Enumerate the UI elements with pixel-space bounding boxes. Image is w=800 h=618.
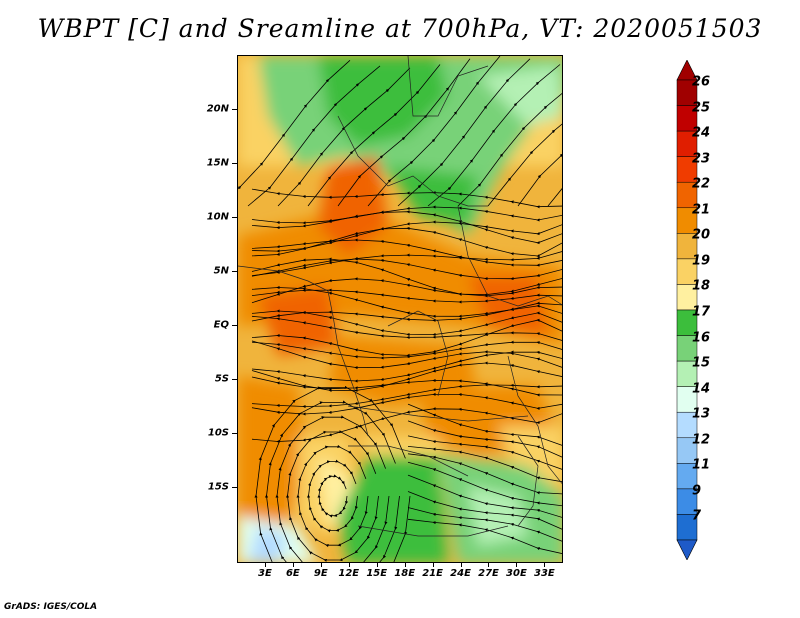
lat-label: 10N — [206, 211, 229, 223]
lon-label: 6E — [285, 568, 300, 579]
lon-tick — [544, 563, 546, 567]
colorbar-label: 23 — [692, 151, 711, 167]
colorbar-label: 7 — [692, 508, 702, 524]
country-borders — [238, 56, 562, 537]
lon-tick — [460, 563, 462, 567]
lon-tick — [292, 563, 294, 567]
lon-label: 30E — [506, 568, 527, 579]
lon-tick — [404, 563, 406, 567]
colorbar-label: 22 — [692, 176, 711, 192]
lat-label: 5N — [213, 265, 229, 277]
map-title: WBPT [C] and Sreamline at 700hPa, VT: 20… — [37, 14, 763, 43]
lat-label: 15N — [206, 157, 229, 169]
colorbar-label: 25 — [692, 100, 711, 116]
lon-label: 9E — [313, 568, 328, 579]
colorbar — [676, 60, 698, 560]
lon-label: 12E — [338, 568, 360, 579]
colorbar-label: 21 — [692, 202, 711, 218]
colorbar-label: 26 — [692, 74, 711, 90]
streamline — [251, 188, 562, 209]
lon-label: 24E — [450, 568, 471, 579]
streamline — [517, 88, 562, 207]
lat-tick — [232, 163, 237, 165]
lat-tick — [232, 379, 237, 381]
colorbar-label: 19 — [692, 253, 711, 269]
colorbar-bottom-arrow — [676, 539, 698, 560]
lat-tick — [232, 109, 237, 111]
lon-tick — [264, 563, 266, 567]
colorbar-label: 12 — [692, 432, 711, 448]
lon-tick — [376, 563, 378, 567]
lon-tick — [348, 563, 350, 567]
colorbar-label: 17 — [692, 304, 711, 320]
colorbar-label: 16 — [692, 330, 711, 346]
lat-label: 20N — [206, 103, 229, 115]
lat-tick — [232, 487, 237, 489]
colorbar-label: 15 — [692, 355, 711, 371]
lon-tick — [516, 563, 518, 567]
colorbar-label: 24 — [692, 125, 711, 141]
streamlines — [238, 56, 562, 562]
lon-label: 21E — [422, 568, 443, 579]
colorbar-label: 9 — [692, 483, 702, 499]
lon-label: 27E — [478, 568, 499, 579]
lat-label: 10S — [207, 427, 229, 439]
lon-tick — [320, 563, 322, 567]
lat-label: 5S — [214, 373, 229, 385]
lat-label: EQ — [213, 319, 229, 331]
lon-tick — [488, 563, 490, 567]
lon-label: 18E — [394, 568, 416, 579]
colorbar-label: 20 — [692, 227, 711, 243]
colorbar-label: 11 — [692, 457, 711, 473]
map-panel — [237, 55, 563, 563]
lat-label: 15S — [207, 481, 229, 493]
lon-tick — [432, 563, 434, 567]
colorbar-label: 13 — [692, 406, 711, 422]
lat-tick — [232, 271, 237, 273]
streamline — [407, 518, 562, 554]
grads-credit: GrADS: IGES/COLA — [4, 602, 98, 612]
lat-tick — [232, 433, 237, 435]
lat-tick — [232, 325, 237, 327]
lon-label: 3E — [258, 568, 272, 579]
lon-label: 15E — [366, 568, 388, 579]
colorbar-label: 18 — [692, 278, 711, 294]
colorbar-label: 14 — [692, 381, 711, 397]
wbpt-streamline-map — [238, 56, 562, 562]
streamline — [251, 315, 562, 341]
lon-label: 33E — [533, 568, 555, 579]
lat-tick — [232, 217, 237, 219]
streamline — [254, 385, 411, 562]
